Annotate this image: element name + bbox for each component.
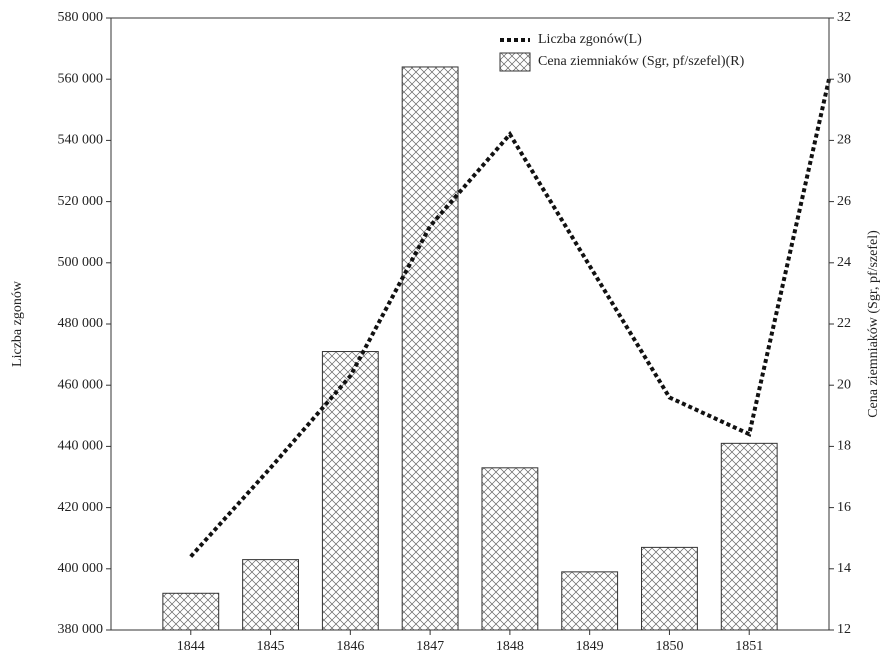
bar (481, 467, 539, 631)
x-tick-label: 1848 (496, 639, 524, 654)
x-tick-label: 1844 (177, 639, 205, 654)
y2-tick-label: 30 (837, 71, 851, 86)
legend-label: Cena ziemniaków (Sgr, pf/szefel)(R) (538, 54, 745, 69)
x-tick-label: 1846 (336, 639, 364, 654)
x-tick-label: 1847 (416, 639, 444, 654)
y2-tick-label: 16 (837, 500, 851, 515)
bar (242, 559, 299, 631)
x-tick-label: 1850 (655, 639, 683, 654)
bar (641, 546, 698, 631)
y2-tick-label: 32 (837, 10, 851, 25)
legend-label: Liczba zgonów(L) (538, 32, 642, 47)
bar (401, 66, 459, 631)
y-tick-label: 560 000 (58, 71, 104, 86)
y2-tick-label: 14 (837, 561, 851, 576)
y2-tick-label: 12 (837, 622, 851, 637)
y2-tick-label: 18 (837, 439, 851, 454)
legend-swatch (499, 52, 531, 72)
y-tick-label: 480 000 (58, 316, 104, 331)
bar (561, 571, 619, 631)
y-tick-label: 380 000 (58, 622, 104, 637)
y-tick-label: 520 000 (58, 194, 104, 209)
line (189, 78, 831, 558)
bar (720, 442, 778, 631)
y-tick-label: 460 000 (58, 377, 104, 392)
y2-axis-title: Cena ziemniaków (Sgr, pf/szefel) (866, 230, 881, 418)
x-tick-label: 1851 (735, 639, 763, 654)
x-tick-label: 1845 (257, 639, 285, 654)
y-tick-label: 580 000 (58, 10, 104, 25)
bar (162, 592, 220, 631)
y2-tick-label: 20 (837, 377, 851, 392)
y2-tick-label: 24 (837, 255, 851, 270)
y-tick-label: 400 000 (58, 561, 104, 576)
y-axis-title: Liczba zgonów (10, 280, 25, 367)
y-tick-label: 540 000 (58, 133, 104, 148)
y2-tick-label: 28 (837, 133, 851, 148)
y-tick-label: 440 000 (58, 439, 104, 454)
y2-tick-label: 22 (837, 316, 851, 331)
y2-tick-label: 26 (837, 194, 851, 209)
y-tick-label: 500 000 (58, 255, 104, 270)
x-tick-label: 1849 (576, 639, 604, 654)
y-tick-label: 420 000 (58, 500, 104, 515)
bar (321, 351, 379, 631)
